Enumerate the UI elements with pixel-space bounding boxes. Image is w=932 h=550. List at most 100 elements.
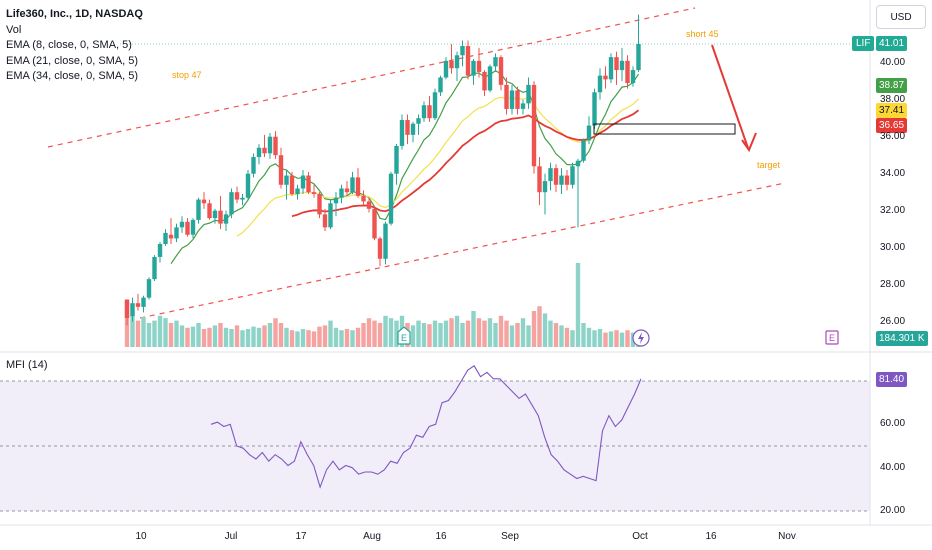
candle-body (350, 177, 355, 193)
volume-bar (185, 327, 190, 347)
mfi-axis-label: 60.00 (880, 418, 906, 430)
volume-bar (471, 311, 476, 347)
volume-bar (575, 263, 581, 347)
mfi-axis-label: 40.00 (880, 461, 906, 473)
candle-body (355, 177, 361, 196)
candle-body (196, 199, 201, 220)
candle-body (586, 125, 592, 141)
candle-body (157, 243, 163, 257)
candle-body (377, 238, 383, 259)
currency-button[interactable]: USD (876, 5, 926, 29)
candle-body (482, 71, 487, 91)
candle-body (372, 208, 377, 239)
candle-body (636, 44, 641, 71)
candle-body (130, 303, 135, 317)
volume-bar (460, 323, 465, 347)
volume-bar (146, 323, 152, 347)
lightning-icon[interactable] (632, 329, 650, 347)
volume-badge: 184.301 K (876, 331, 928, 346)
candle-body (251, 157, 256, 174)
earnings-e-icon[interactable]: E (825, 330, 839, 345)
candle-body (498, 57, 504, 85)
candle-body (218, 210, 223, 224)
candle-body (300, 175, 306, 189)
candle-body (416, 118, 421, 124)
candle-body (564, 175, 570, 185)
volume-bar (135, 320, 141, 347)
ema34-legend[interactable]: EMA (34, close, 0, SMA, 5) (6, 70, 139, 82)
ema8-legend[interactable]: EMA (8, close, 0, SMA, 5) (6, 39, 132, 51)
volume-bar (168, 323, 174, 347)
candle-body (410, 123, 416, 135)
volume-bar (152, 320, 157, 347)
volume-bar (350, 330, 355, 347)
volume-bar (597, 329, 603, 347)
volume-bar (531, 311, 537, 347)
candle-body (575, 160, 581, 167)
candle-body (548, 168, 553, 182)
volume-bar (614, 330, 619, 347)
candle-body (421, 105, 427, 119)
short-arrow-head (741, 132, 757, 153)
price-axis-label: 38.00 (880, 93, 906, 105)
volume-legend[interactable]: Vol (6, 23, 22, 36)
candle-body (476, 60, 482, 72)
volume-bar (344, 329, 350, 347)
candle-body (344, 188, 350, 193)
volume-bar (520, 318, 526, 347)
price-axis-label: 34.00 (880, 167, 906, 179)
candle-body (207, 203, 212, 219)
volume-bar (201, 329, 207, 347)
mfi-legend[interactable]: MFI (14) (6, 359, 48, 371)
ema21-legend[interactable]: EMA (21, close, 0, SMA, 5) (6, 54, 139, 67)
target-annotation[interactable]: target (757, 160, 781, 170)
candle-body (212, 210, 218, 219)
symbol-title[interactable]: Life360, Inc., 1D, NASDAQ (6, 8, 143, 20)
channel-lines (47, 7, 786, 319)
volume-bar (267, 323, 273, 347)
volume-bar (372, 320, 377, 347)
ema21-line (236, 96, 639, 237)
volume-bar (559, 325, 564, 347)
candle-body (581, 140, 586, 161)
target-zone-box[interactable] (593, 123, 736, 135)
candle-body (592, 92, 597, 126)
ema8-badge: 38.87 (876, 78, 908, 93)
price-axis-label: 36.00 (880, 130, 906, 142)
candle-body (553, 168, 559, 185)
mfi-axis-label: 20.00 (880, 505, 906, 516)
volume-bar (581, 323, 586, 347)
candle-body (542, 181, 548, 193)
ticker-tag: LIF (852, 36, 875, 51)
candle-body (141, 297, 146, 307)
price-axis-label: 32.00 (880, 204, 906, 216)
candle-body (515, 90, 520, 109)
volume-bar (223, 327, 229, 347)
candle-body (262, 147, 267, 154)
candle-body (366, 201, 372, 209)
short-annotation[interactable]: short 45 (686, 29, 719, 39)
volume-bar (443, 320, 449, 347)
volume-bar (295, 331, 300, 347)
candle-body (234, 192, 240, 200)
ema34-badge: 36.65 (876, 118, 908, 133)
volume-bar (256, 327, 262, 347)
mfi-line (210, 365, 642, 489)
candle-body (339, 188, 344, 198)
candle-body (223, 214, 229, 224)
candle-body (603, 75, 608, 80)
candle-body (531, 84, 537, 167)
volume-bar (317, 326, 322, 347)
ema21-badge: 37.41 (876, 103, 908, 118)
stop-annotation[interactable]: stop 47 (172, 70, 202, 80)
svg-text:E: E (401, 333, 407, 343)
time-axis-label: Sep (501, 531, 519, 542)
candle-body (267, 136, 273, 154)
volume-e-marker[interactable]: E (397, 326, 411, 345)
volume-bar (493, 323, 498, 347)
volume-bar (421, 323, 427, 347)
volume-bar (234, 325, 240, 347)
candle-body (163, 232, 168, 244)
volume-bar (251, 326, 256, 347)
